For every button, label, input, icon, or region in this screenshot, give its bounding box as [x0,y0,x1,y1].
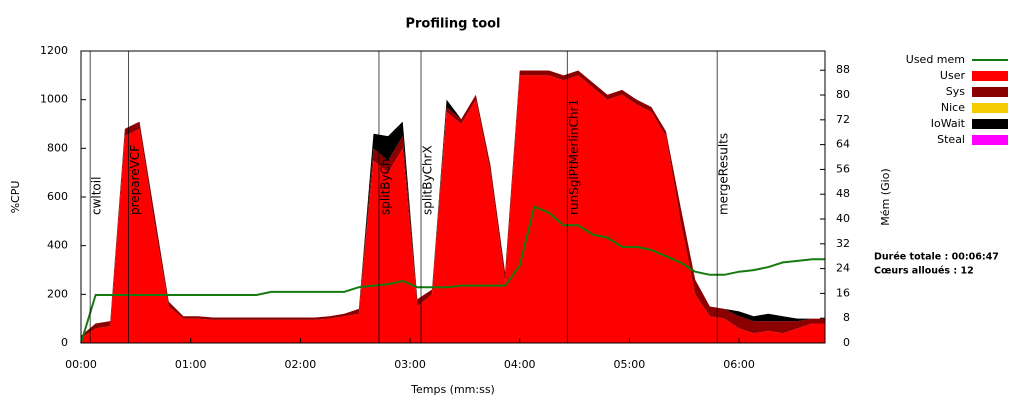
x-tick-label: 05:00 [614,358,646,371]
y2-tick-label: 32 [836,237,850,250]
y-tick-label: 600 [47,190,68,203]
chart-title: Profiling tool [405,17,500,32]
legend-swatch [972,135,1008,145]
y2-tick-label: 48 [836,187,850,200]
legend-swatch [972,71,1008,81]
event-label: runSglPtMerlinChr1 [567,99,581,215]
legend-label: Sys [946,85,965,98]
x-tick-label: 00:00 [65,358,97,371]
y-axis-label: %CPU [9,181,22,214]
y-tick-label: 1200 [40,44,68,57]
legend-swatch [972,87,1008,97]
legend-label: User [940,69,966,82]
legend-label: IoWait [931,117,966,130]
y2-tick-label: 64 [836,138,850,151]
memory-line [80,205,825,344]
legend-label: Nice [941,101,965,114]
y2-tick-label: 56 [836,162,850,175]
y2-axis-label: Mém (Gio) [879,168,892,225]
legend-label: Steal [937,133,965,146]
event-label: mergeResults [717,133,731,215]
y-tick-label: 1000 [40,93,68,106]
y2-tick-label: 40 [836,212,850,225]
event-label: splitByChr [378,153,392,215]
y2-tick-label: 24 [836,262,850,275]
annotation: Durée totale : 00:06:47 [874,252,999,263]
x-tick-label: 03:00 [394,358,426,371]
y2-tick-label: 8 [843,311,850,324]
event-label: splitByChrX [421,145,435,215]
y2-tick-label: 16 [836,286,850,299]
x-tick-label: 01:00 [175,358,207,371]
y2-tick-label: 80 [836,88,850,101]
annotation: Cœurs alloués : 12 [874,266,974,277]
legend-swatch [972,103,1008,113]
x-tick-label: 02:00 [285,358,317,371]
y-tick-label: 200 [47,287,68,300]
y-tick-label: 400 [47,239,68,252]
legend-label: Used mem [906,53,965,66]
legend-swatch [972,119,1008,129]
event-label: prepareVCF [128,145,142,215]
y-tick-label: 800 [47,141,68,154]
x-tick-label: 06:00 [723,358,755,371]
event-label: cwltoil [90,177,104,215]
x-axis-label: Temps (mm:ss) [410,383,495,396]
x-tick-label: 04:00 [504,358,536,371]
y2-tick-label: 88 [836,63,850,76]
y2-tick-label: 0 [843,336,850,349]
y-tick-label: 0 [61,336,68,349]
y2-tick-label: 72 [836,113,850,126]
area [81,75,825,343]
